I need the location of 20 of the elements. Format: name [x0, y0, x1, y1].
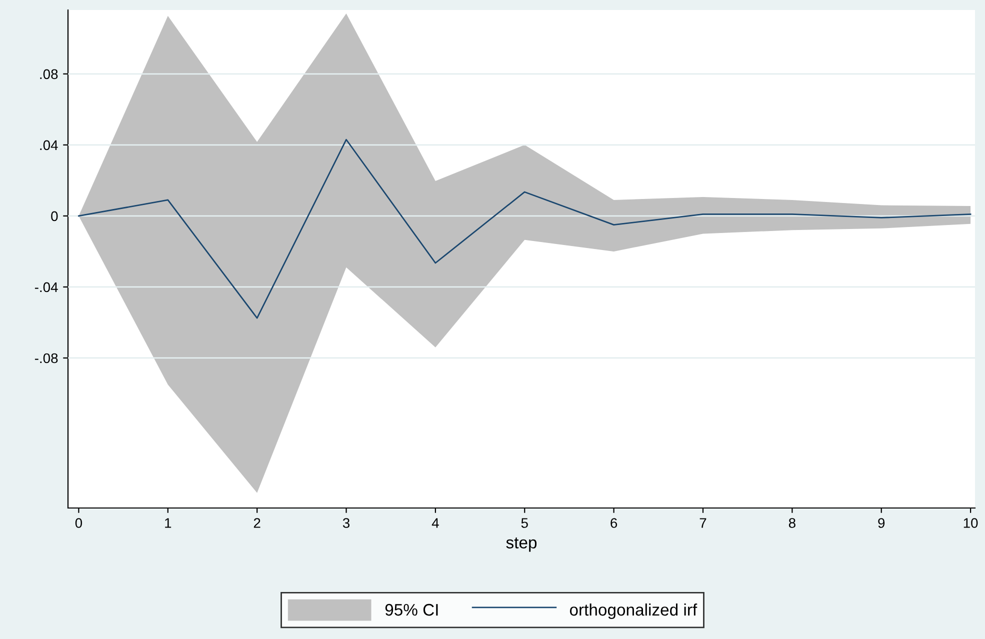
- x-tick-label: 9: [878, 518, 885, 528]
- x-axis-title: step: [506, 538, 537, 552]
- x-tick-label: 6: [610, 518, 618, 528]
- x-tick-label: 3: [342, 518, 350, 528]
- x-tick-label: 0: [75, 518, 82, 528]
- x-tick-label: 5: [521, 518, 528, 528]
- x-tick-label: 2: [254, 518, 260, 528]
- x-tick-label: 4: [432, 518, 439, 528]
- y-tick-label: .04: [40, 140, 58, 150]
- line-series: [78, 138, 972, 319]
- x-tick-label: 8: [788, 518, 796, 528]
- y-tick-label: 0: [51, 211, 58, 222]
- x-tick-label: 7: [700, 518, 706, 528]
- x-tick-label: 10: [964, 518, 978, 528]
- y-tick-label: -.08: [34, 353, 58, 364]
- y-tick-label: -.04: [34, 282, 58, 292]
- text: 95% CI: [385, 604, 438, 616]
- x-tick-label: 1: [165, 518, 172, 528]
- text: orthogonalized irf: [570, 603, 698, 620]
- y-tick-label: .08: [40, 69, 58, 80]
